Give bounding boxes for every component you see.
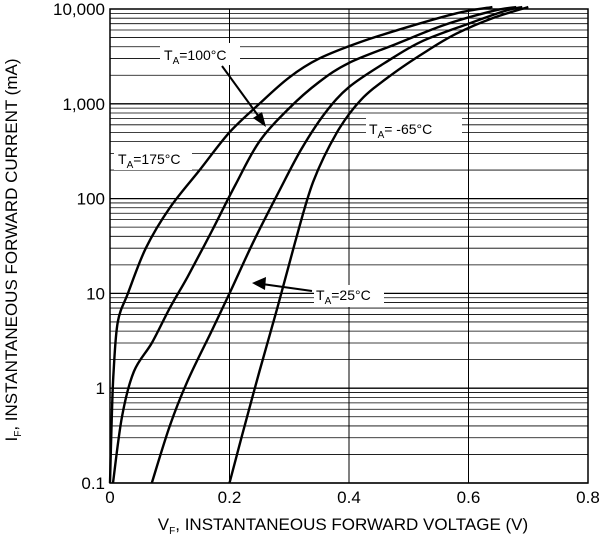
x-tick-label: 0.8 bbox=[576, 488, 600, 507]
y-tick-label: 10,000 bbox=[53, 0, 105, 19]
series-line-1 bbox=[111, 5, 517, 484]
annotation-ta-25-arrow bbox=[261, 283, 313, 292]
series-line-0 bbox=[108, 5, 493, 484]
annotation-ta-100-arrow bbox=[221, 65, 263, 122]
y-axis-title: IF, INSTANTANEOUS FORWARD CURRENT (mA) bbox=[2, 59, 24, 442]
grid bbox=[110, 9, 588, 484]
annotation-ta-100-label: TA=100°C bbox=[164, 47, 226, 67]
x-tick-label: 0.4 bbox=[337, 488, 361, 507]
annotation-ta-25-label: TA=25°C bbox=[316, 287, 371, 307]
x-tick-labels: 0 0.2 0.4 0.6 0.8 bbox=[105, 488, 600, 507]
y-tick-label: 10 bbox=[86, 284, 105, 303]
y-tick-label: 0.1 bbox=[81, 474, 105, 493]
x-tick-label: 0.2 bbox=[218, 488, 242, 507]
x-tick-label: 0 bbox=[105, 488, 114, 507]
annotation-ta-100: TA=100°C bbox=[160, 43, 266, 127]
annotation-ta-175-label: TA=175°C bbox=[118, 151, 180, 171]
y-tick-labels: 0.1 1 10 100 1,000 10,000 bbox=[53, 0, 105, 493]
series-line-3 bbox=[228, 5, 529, 484]
annotation-ta-25: TA=25°C bbox=[252, 277, 384, 307]
annotation-ta-minus65-label: TA= -65°C bbox=[369, 121, 432, 141]
annotation-ta-25-arrowhead bbox=[252, 277, 266, 290]
y-tick-label: 1,000 bbox=[62, 95, 105, 114]
y-tick-label: 100 bbox=[77, 190, 105, 209]
annotation-ta-minus65: TA= -65°C bbox=[366, 118, 462, 141]
annotation-ta-175: TA=175°C bbox=[114, 148, 192, 171]
series-lines bbox=[108, 5, 529, 484]
x-tick-label: 0.6 bbox=[457, 488, 481, 507]
plot-frame bbox=[109, 8, 589, 484]
y-tick-label: 1 bbox=[96, 379, 105, 398]
annotation-ta-100-arrowhead bbox=[253, 112, 266, 127]
series-line-2 bbox=[150, 5, 523, 484]
x-axis-title: VF, INSTANTANEOUS FORWARD VOLTAGE (V) bbox=[158, 515, 528, 537]
